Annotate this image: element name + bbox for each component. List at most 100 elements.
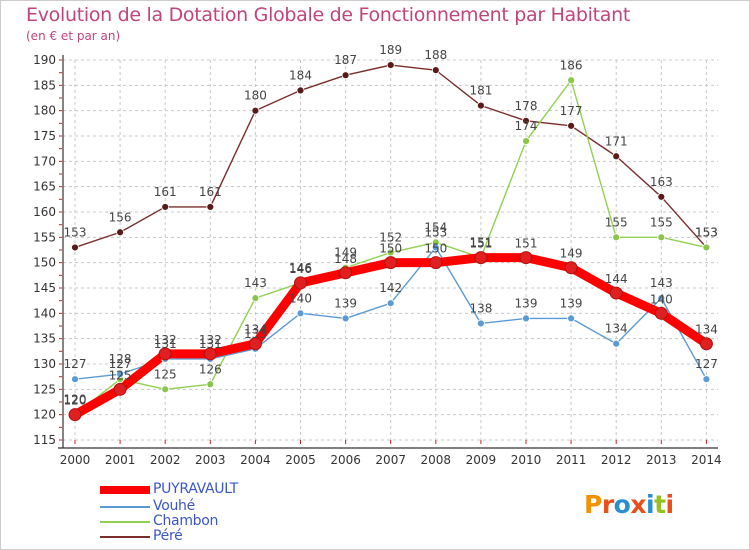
data-label-chambon: 149: [334, 246, 357, 260]
data-label-chambon: 151: [469, 236, 492, 250]
data-point-puyravault: [384, 256, 398, 270]
data-label-vouhé: 139: [515, 296, 538, 310]
chart-title: Evolution de la Dotation Globale de Fonc…: [26, 4, 631, 26]
data-point-chambon: [657, 233, 666, 242]
data-point-puyravault: [113, 382, 127, 396]
data-label-chambon: 120: [64, 393, 87, 407]
data-label-vouhé: 142: [379, 281, 402, 295]
data-point-puyravault: [564, 261, 578, 275]
data-label-chambon: 155: [605, 215, 628, 229]
data-label-puyravault: 125: [109, 368, 132, 382]
data-label-puyravault: 149: [560, 247, 583, 261]
legend-label-puyravault: PUYRAVAULT: [153, 481, 239, 497]
data-label-péré: 178: [515, 99, 538, 113]
y-tick-label: 185: [33, 78, 56, 92]
data-label-vouhé: 131: [154, 337, 177, 351]
legend-swatch-pere: [100, 536, 150, 538]
x-tick-label: 2000: [60, 453, 91, 467]
x-tick-label: 2004: [240, 453, 271, 467]
data-point-chambon: [567, 76, 575, 85]
data-point-vouhé: [657, 294, 666, 303]
x-tick-label: 2006: [330, 453, 361, 467]
logo-letter: i: [646, 490, 655, 519]
data-point-péré: [341, 71, 350, 80]
data-label-péré: 171: [605, 134, 628, 148]
data-point-vouhé: [341, 314, 350, 323]
data-label-chambon: 152: [379, 231, 402, 245]
data-point-péré: [522, 116, 530, 125]
logo-letter: x: [630, 490, 646, 519]
data-label-puyravault: 120: [64, 394, 87, 408]
data-label-vouhé: 143: [650, 276, 673, 290]
x-tick-label: 2003: [195, 453, 226, 467]
data-point-chambon: [386, 248, 395, 257]
data-label-puyravault: 134: [244, 323, 267, 337]
data-point-chambon: [251, 294, 260, 303]
data-label-chambon: 186: [560, 58, 583, 72]
data-point-chambon: [612, 233, 621, 242]
data-label-péré: 163: [650, 175, 673, 189]
data-point-puyravault: [429, 256, 443, 270]
data-point-vouhé: [567, 314, 575, 323]
logo-letter: r: [601, 490, 614, 519]
data-label-chambon: 126: [199, 362, 222, 376]
data-point-vouhé: [296, 309, 305, 318]
y-tick-label: 155: [33, 230, 56, 244]
data-label-vouhé: 127: [695, 357, 718, 371]
x-tick-label: 2007: [375, 453, 406, 467]
data-label-chambon: 153: [695, 225, 718, 239]
x-tick-label: 2011: [556, 453, 587, 467]
data-point-vouhé: [116, 370, 124, 379]
legend-label-pere: Péré: [153, 528, 183, 544]
proxiti-logo: Proxiti: [584, 490, 674, 519]
y-tick-label: 150: [33, 256, 56, 270]
x-tick-label: 2013: [646, 453, 677, 467]
data-label-péré: 189: [379, 43, 402, 57]
data-point-puyravault: [474, 251, 488, 265]
data-label-puyravault: 134: [695, 323, 718, 337]
data-point-puyravault: [203, 347, 217, 361]
data-point-péré: [206, 203, 215, 211]
chart-subtitle: (en € et par an): [26, 29, 121, 43]
y-tick-label: 130: [33, 357, 56, 371]
data-point-puyravault: [609, 286, 623, 300]
y-tick-label: 135: [33, 332, 56, 346]
legend-label-vouhe: Vouhé: [153, 498, 195, 514]
legend-label-chambon: Chambon: [153, 513, 219, 529]
legend-swatch-chambon: [100, 521, 150, 523]
data-label-péré: 187: [334, 53, 357, 67]
data-label-péré: 180: [244, 89, 267, 103]
data-point-puyravault: [654, 306, 668, 320]
data-label-péré: 161: [154, 185, 177, 199]
data-point-puyravault: [699, 337, 713, 351]
data-point-péré: [567, 121, 575, 130]
data-point-puyravault: [68, 408, 82, 422]
data-label-puyravault: 132: [199, 333, 222, 347]
data-label-chambon: 127: [109, 357, 132, 371]
y-tick-label: 160: [33, 205, 56, 219]
data-label-puyravault: 151: [469, 237, 492, 251]
data-label-péré: 153: [695, 225, 718, 239]
data-point-vouhé: [431, 243, 440, 252]
data-point-vouhé: [476, 319, 485, 328]
data-label-péré: 161: [199, 185, 222, 199]
data-point-péré: [71, 243, 79, 252]
data-point-péré: [296, 86, 305, 95]
x-tick-label: 2001: [105, 453, 136, 467]
data-point-vouhé: [702, 375, 711, 384]
data-label-puyravault: 144: [605, 272, 628, 286]
data-label-vouhé: 139: [334, 296, 357, 310]
x-tick-label: 2002: [150, 453, 181, 467]
data-point-vouhé: [522, 314, 530, 323]
y-tick-label: 175: [33, 129, 56, 143]
x-tick-label: 2008: [421, 453, 452, 467]
x-tick-label: 2009: [466, 453, 497, 467]
data-point-puyravault: [158, 347, 172, 361]
data-point-chambon: [522, 137, 530, 145]
data-label-puyravault: 151: [515, 237, 538, 251]
data-point-chambon: [206, 380, 215, 389]
y-tick-label: 140: [33, 306, 56, 320]
x-tick-label: 2012: [601, 453, 632, 467]
